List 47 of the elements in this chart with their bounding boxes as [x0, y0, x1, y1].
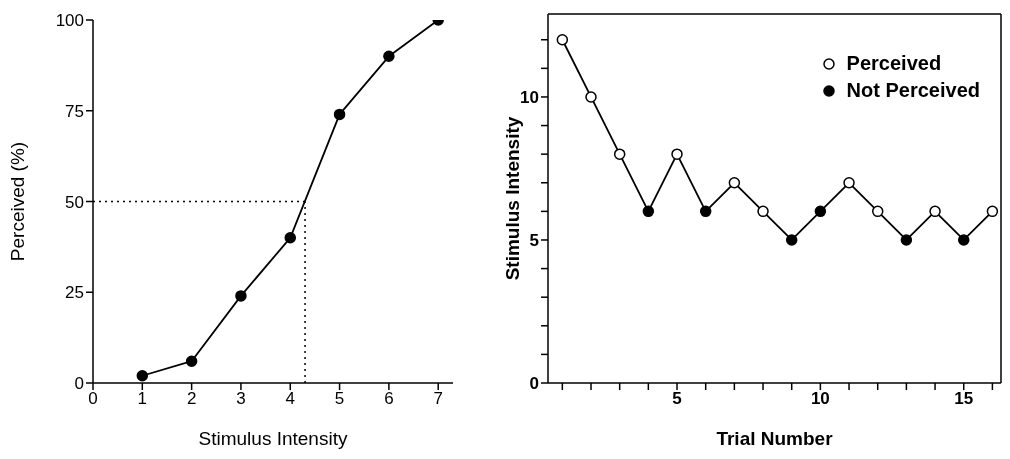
- x-tick-label: 10: [810, 389, 830, 409]
- point: [585, 91, 597, 103]
- x-axis-title: Trial Number: [716, 428, 834, 449]
- x-tick-label: 5: [672, 389, 682, 409]
- point: [757, 205, 769, 218]
- legend-label: Perceived: [846, 51, 942, 76]
- point: [333, 108, 346, 121]
- y-tick-label: 25: [65, 283, 84, 303]
- y-tick-label: 5: [529, 231, 539, 251]
- point: [785, 234, 798, 246]
- x-tick-label: 7: [433, 389, 443, 409]
- x-tick-label: 0: [88, 389, 98, 409]
- legend-label: Not Perceived: [846, 78, 980, 103]
- x-tick-label: 5: [334, 389, 345, 409]
- point: [556, 33, 569, 46]
- y-tick-label: 50: [65, 192, 84, 212]
- point: [843, 177, 855, 189]
- point: [986, 205, 999, 218]
- point: [699, 205, 712, 218]
- point: [900, 234, 913, 246]
- point: [814, 205, 827, 218]
- point: [235, 290, 247, 302]
- x-tick-label: 3: [236, 389, 246, 409]
- y-tick-label: 0: [74, 374, 84, 394]
- point: [957, 234, 970, 246]
- point: [642, 205, 655, 218]
- y-tick-label: 10: [520, 87, 539, 107]
- y-axis-title: Stimulus Intensity: [501, 116, 523, 281]
- point: [383, 50, 395, 63]
- point: [185, 355, 198, 367]
- x-tick-label: 6: [384, 389, 394, 409]
- point: [284, 232, 297, 244]
- point: [871, 205, 884, 218]
- x-tick-label: 1: [137, 389, 148, 409]
- y-axis-title: Perceived (%): [6, 141, 28, 262]
- y-tick-label: 75: [65, 101, 84, 121]
- point: [136, 369, 149, 382]
- y-tick-label: 0: [529, 374, 539, 394]
- y-tick-label: 100: [55, 11, 84, 31]
- x-tick-label: 2: [186, 389, 197, 409]
- point: [929, 205, 941, 218]
- x-tick-label: 15: [954, 389, 974, 409]
- x-tick-label: 4: [285, 389, 295, 409]
- point: [671, 148, 683, 160]
- point: [613, 148, 626, 160]
- point: [728, 177, 741, 189]
- x-axis-title: Stimulus Intensity: [198, 428, 348, 449]
